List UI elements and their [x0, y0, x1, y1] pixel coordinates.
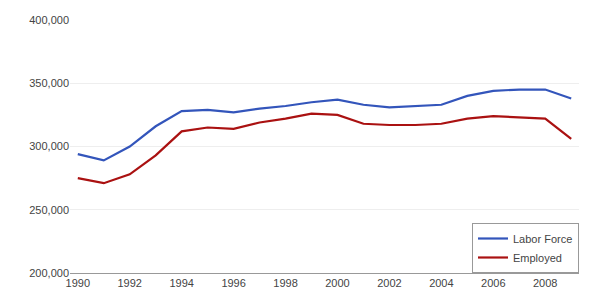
svg-text:2002: 2002 — [377, 277, 401, 289]
svg-text:250,000: 250,000 — [29, 204, 69, 216]
svg-text:1996: 1996 — [221, 277, 245, 289]
svg-text:300,000: 300,000 — [29, 140, 69, 152]
svg-text:1994: 1994 — [169, 277, 193, 289]
svg-text:2004: 2004 — [429, 277, 453, 289]
svg-text:Employed: Employed — [513, 252, 562, 264]
svg-text:1992: 1992 — [117, 277, 141, 289]
svg-text:200,000: 200,000 — [29, 267, 69, 279]
svg-text:400,000: 400,000 — [29, 14, 69, 26]
svg-text:Labor Force: Labor Force — [513, 233, 572, 245]
svg-text:2006: 2006 — [481, 277, 505, 289]
svg-text:2000: 2000 — [325, 277, 349, 289]
svg-text:350,000: 350,000 — [29, 77, 69, 89]
svg-text:2008: 2008 — [533, 277, 557, 289]
svg-text:1998: 1998 — [273, 277, 297, 289]
svg-text:1990: 1990 — [66, 277, 90, 289]
